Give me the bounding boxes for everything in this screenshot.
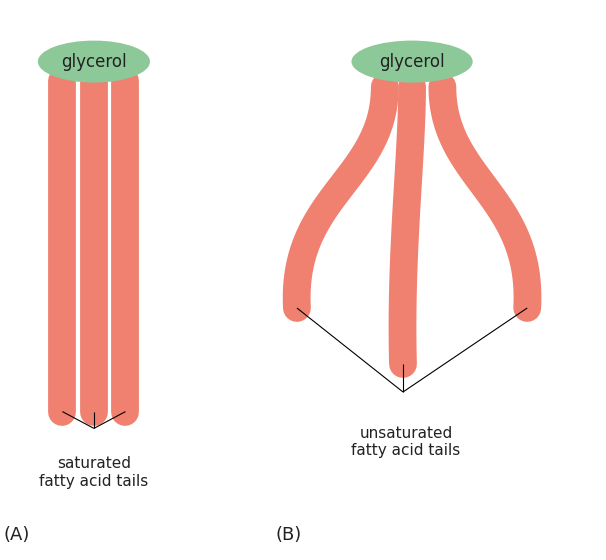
Text: glycerol: glycerol [379,53,445,71]
Ellipse shape [351,40,473,82]
Text: (B): (B) [276,526,302,544]
Text: (A): (A) [3,526,30,544]
Text: saturated
fatty acid tails: saturated fatty acid tails [39,456,148,489]
Ellipse shape [38,40,150,82]
Text: unsaturated
fatty acid tails: unsaturated fatty acid tails [351,426,461,458]
Text: glycerol: glycerol [61,53,127,71]
